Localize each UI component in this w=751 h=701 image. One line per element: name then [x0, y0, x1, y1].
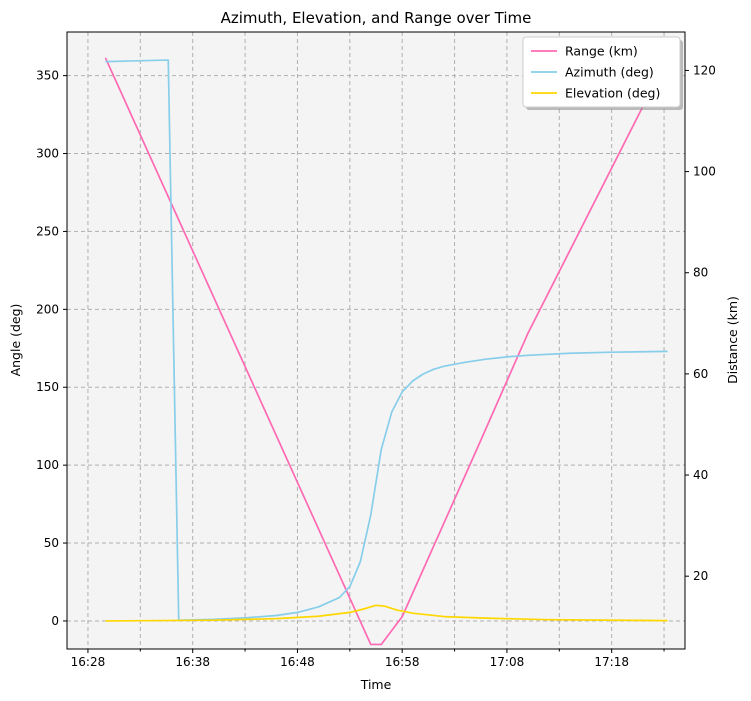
y-left-tick-label: 100	[36, 458, 59, 472]
x-tick-label: 17:08	[490, 655, 525, 669]
chart-title: Azimuth, Elevation, and Range over Time	[221, 9, 532, 27]
legend-box	[522, 36, 681, 108]
y-left-tick-label: 50	[44, 536, 59, 550]
y-right-tick-label: 20	[693, 569, 708, 583]
x-tick-label: 16:58	[385, 655, 420, 669]
y-left-tick-label: 250	[36, 224, 59, 238]
y-left-tick-label: 300	[36, 147, 59, 161]
legend-label: Range (km)	[565, 44, 638, 59]
series-line-elevation	[105, 604, 668, 622]
series-line-azimuth	[105, 59, 668, 622]
y-axis-right-label: Distance (km)	[725, 296, 740, 384]
y-right-tick-label: 60	[693, 367, 708, 381]
legend: Range (km) Azimuth (deg) Elevation (deg)	[522, 36, 683, 110]
y-right-tick-label: 120	[693, 63, 716, 77]
axes-layer: 16:28 16:38 16:48 16:58 17:08 17:18 0 50 100 150 2…	[36, 63, 716, 669]
x-tick-label: 16:48	[280, 655, 315, 669]
y-right-tick-label: 100	[693, 165, 716, 179]
y-left-tick-label: 200	[36, 302, 59, 316]
series-layer	[104, 57, 669, 646]
plot-frame	[66, 31, 686, 650]
y-axis-left-label: Angle (deg)	[8, 304, 23, 377]
series-line-range	[104, 57, 669, 646]
y-left-tick-label: 0	[51, 614, 59, 628]
grid-layer	[67, 32, 685, 649]
x-tick-label: 16:28	[71, 655, 106, 669]
legend-label: Elevation (deg)	[565, 86, 660, 101]
y-left-tick-label: 350	[36, 69, 59, 83]
legend-label: Azimuth (deg)	[565, 65, 654, 80]
y-right-tick-label: 80	[693, 266, 708, 280]
y-left-tick-label: 150	[36, 380, 59, 394]
x-tick-label: 16:38	[175, 655, 210, 669]
x-tick-label: 17:18	[594, 655, 629, 669]
y-right-tick-label: 40	[693, 468, 708, 482]
plot-area	[67, 32, 685, 649]
x-axis-label: Time	[360, 677, 392, 692]
